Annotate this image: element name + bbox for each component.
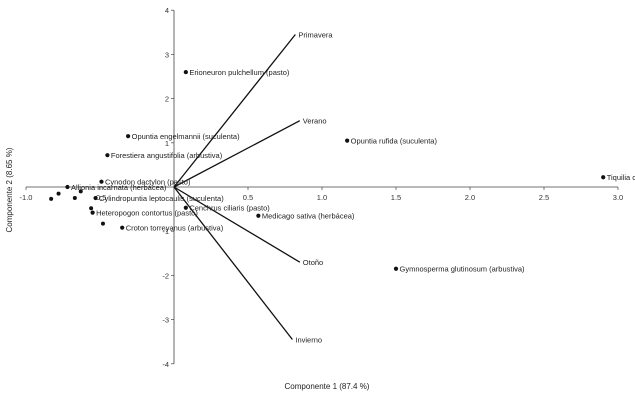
score-point-label: Medicago sativa (herbácea) [262, 212, 355, 221]
loading-vector-label: Invierno [295, 335, 322, 344]
x-tick-label: 2.5 [539, 193, 549, 202]
score-point-unlabeled [72, 196, 77, 201]
score-point [183, 205, 188, 210]
x-tick-label: 0.5 [243, 193, 253, 202]
loading-vector-label: Primavera [298, 31, 333, 40]
score-point [183, 69, 188, 75]
x-axis-title: Componente 1 (87.4 %) [285, 382, 370, 391]
y-tick-label: 4 [165, 6, 169, 15]
score-point-label: Heteropogon contortus (pasto) [96, 208, 198, 217]
y-tick-label: 2 [165, 95, 169, 104]
y-axis-title: Componente 2 (8.65 %) [5, 147, 14, 232]
score-point [120, 225, 125, 230]
y-tick-label: -3 [162, 316, 169, 325]
y-tick-label: -2 [162, 271, 169, 280]
vectors-layer: Primavera Verano Otoño Invierno [173, 31, 333, 344]
x-tick-label: -1.0 [20, 193, 33, 202]
score-point-label: Tiquilia canescens (arbustiva) [607, 173, 635, 182]
loading-vector-line [173, 34, 296, 188]
score-point [90, 210, 95, 215]
score-point-unlabeled [89, 206, 94, 211]
score-point-label: Croton torreyanus (arbustiva) [126, 223, 224, 232]
score-point [93, 195, 98, 201]
loading-vector-label: Otoño [303, 258, 323, 267]
x-tick-label: 1.5 [391, 193, 401, 202]
y-tick-label: -4 [162, 360, 169, 369]
score-point-unlabeled [100, 221, 105, 226]
score-point-label: Forestiera angustifolia (arbustiva) [111, 151, 223, 160]
score-point-label: Opuntia engelmannii (suculenta) [132, 132, 240, 141]
score-point-label: Allionia incarnata (herbácea) [71, 183, 167, 192]
y-tick-label: 1 [165, 139, 169, 148]
x-tick-label: -0.5 [94, 193, 107, 202]
points-layer: Erioneuron pulchellum (pasto) Opuntia eng… [49, 68, 635, 274]
score-point-label: Cylindropuntia leptocaulis (suculenta) [99, 194, 224, 203]
score-point [99, 179, 104, 184]
score-point [601, 175, 606, 180]
score-point [256, 213, 261, 218]
score-point [393, 266, 399, 271]
loading-vector-label: Verano [303, 117, 327, 126]
score-point [126, 134, 131, 139]
x-tick-label: 2.0 [465, 193, 475, 202]
score-point-label: Erioneuron pulchellum (pasto) [189, 68, 290, 77]
score-point-label: Cynodon dactylon (pasto) [105, 177, 191, 186]
y-tick-label: -1 [162, 227, 169, 236]
loading-vector-line [173, 186, 293, 340]
x-tick-label: 1.0 [317, 193, 327, 202]
score-point-unlabeled [49, 196, 54, 201]
axes-layer: -1.0 -0.5 0.5 1.0 1.5 2.0 2.5 3.0 4 3 2 1 -1 -2 -3 -4 [20, 6, 624, 369]
y-tick-label: 3 [165, 50, 169, 59]
loading-vector-line [173, 186, 301, 263]
score-point [345, 138, 350, 143]
score-point-unlabeled [56, 191, 61, 196]
score-point-label: Opuntia rufida (suculenta) [351, 136, 438, 145]
score-point-label: Gymnosperma glutinosum (arbustiva) [400, 265, 526, 274]
score-point [105, 153, 110, 158]
x-tick-label: 3.0 [613, 193, 623, 202]
score-point-label: Cenchrus ciliaris (pasto) [189, 204, 270, 213]
score-point-unlabeled [78, 189, 83, 194]
loading-vector-line [173, 120, 301, 188]
score-point [65, 184, 70, 190]
